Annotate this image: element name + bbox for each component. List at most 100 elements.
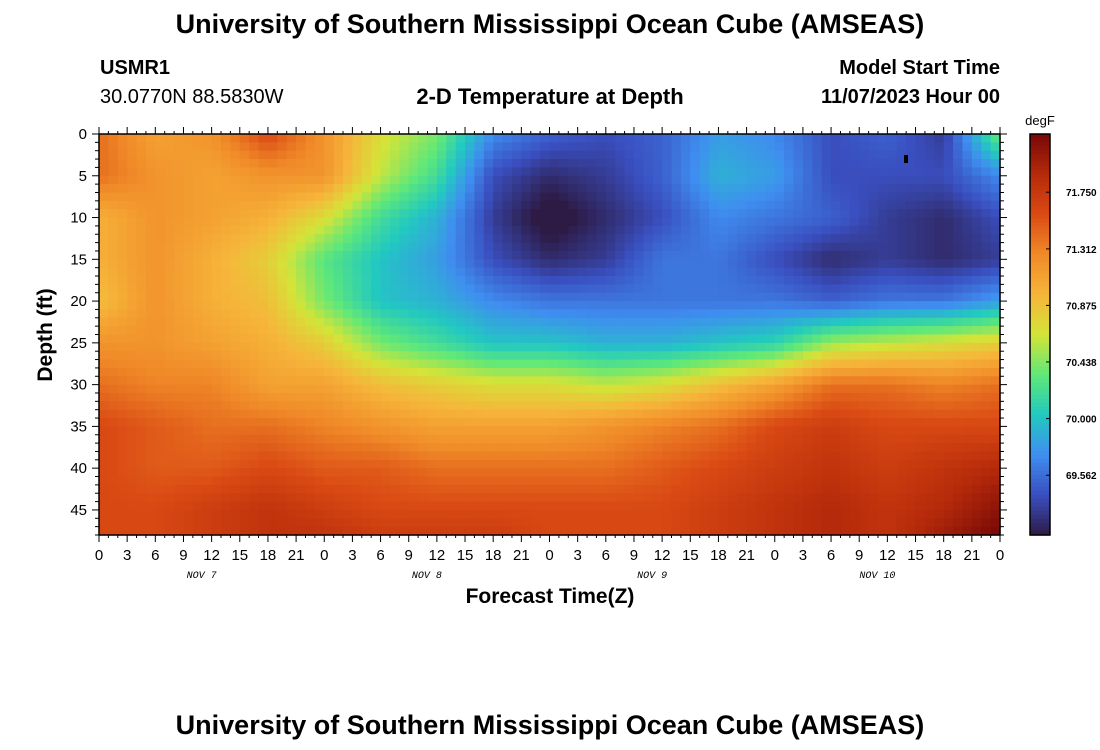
heatmap-cell xyxy=(239,225,250,235)
heatmap-cell xyxy=(352,217,363,227)
heatmap-cell xyxy=(718,175,729,185)
heatmap-cell xyxy=(812,259,823,269)
heatmap-cell xyxy=(521,509,532,519)
heatmap-cell xyxy=(418,359,429,369)
heatmap-cell xyxy=(127,342,138,352)
heatmap-cell xyxy=(812,159,823,169)
heatmap-cell xyxy=(737,459,748,469)
heatmap-cell xyxy=(680,175,691,185)
heatmap-cell xyxy=(221,367,231,377)
heatmap-cell xyxy=(155,434,166,444)
heatmap-cell xyxy=(981,401,992,411)
colorbar-segment xyxy=(1030,158,1050,163)
heatmap-cell xyxy=(343,342,354,352)
heatmap-cell xyxy=(427,184,438,194)
heatmap-cell xyxy=(746,468,757,478)
heatmap-cell xyxy=(474,159,485,169)
heatmap-cell xyxy=(680,376,691,386)
heatmap-cell xyxy=(136,443,147,453)
heatmap-cell xyxy=(709,217,720,227)
heatmap-cell xyxy=(802,159,813,169)
heatmap-cell xyxy=(174,501,185,511)
heatmap-cell xyxy=(587,392,598,402)
heatmap-cell xyxy=(943,359,954,369)
heatmap-cell xyxy=(652,209,663,219)
heatmap-cell xyxy=(915,284,926,294)
heatmap-cell xyxy=(962,409,973,419)
heatmap-cell xyxy=(587,326,598,336)
heatmap-cell xyxy=(821,418,832,427)
heatmap-cell xyxy=(436,518,447,528)
heatmap-cell xyxy=(849,234,860,244)
heatmap-cell xyxy=(859,209,870,219)
heatmap-cell xyxy=(230,509,241,519)
heatmap-cell xyxy=(540,259,551,269)
heatmap-cell xyxy=(709,451,720,461)
heatmap-cell xyxy=(333,451,344,461)
heatmap-cell xyxy=(286,209,297,219)
heatmap-cell xyxy=(239,276,250,285)
heatmap-cell xyxy=(418,134,429,143)
heatmap-cell xyxy=(849,142,860,152)
heatmap-cell xyxy=(277,509,288,519)
heatmap-cell xyxy=(502,418,513,427)
heatmap-cell xyxy=(530,142,541,152)
heatmap-cell xyxy=(239,468,250,478)
heatmap-cell xyxy=(324,367,335,377)
heatmap-cell xyxy=(577,509,588,519)
heatmap-cell xyxy=(690,259,701,269)
heatmap-cell xyxy=(389,334,400,344)
heatmap-cell xyxy=(540,292,551,302)
heatmap-cell xyxy=(446,242,457,252)
heatmap-cell xyxy=(418,259,429,269)
heatmap-cell xyxy=(868,501,879,511)
heatmap-cell xyxy=(924,200,935,210)
heatmap-cell xyxy=(821,501,832,511)
heatmap-cell xyxy=(962,392,973,402)
colorbar-segment xyxy=(1030,162,1050,167)
heatmap-cell xyxy=(802,418,813,427)
heatmap-cell xyxy=(465,326,476,336)
heatmap-cell xyxy=(521,326,532,336)
heatmap-cell xyxy=(380,376,391,386)
heatmap-cell xyxy=(821,309,832,319)
heatmap-cell xyxy=(596,359,607,369)
heatmap-cell xyxy=(108,484,119,494)
heatmap-cell xyxy=(436,476,447,486)
heatmap-cell xyxy=(436,200,447,210)
heatmap-cell xyxy=(540,284,551,294)
heatmap-cell xyxy=(380,267,391,277)
heatmap-cell xyxy=(249,209,260,219)
heatmap-cell xyxy=(258,209,269,219)
heatmap-cell xyxy=(230,184,241,194)
heatmap-cell xyxy=(465,509,476,519)
heatmap-cell xyxy=(436,409,447,419)
heatmap-cell xyxy=(962,159,973,169)
heatmap-cell xyxy=(652,217,663,227)
heatmap-cell xyxy=(192,317,203,327)
heatmap-cell xyxy=(746,509,757,519)
heatmap-cell xyxy=(934,409,945,419)
heatmap-cell xyxy=(793,468,804,478)
heatmap-cell xyxy=(530,359,541,369)
heatmap-cell xyxy=(127,234,138,244)
heatmap-cell xyxy=(943,476,954,486)
heatmap-cell xyxy=(877,192,888,202)
heatmap-cell xyxy=(680,351,691,361)
heatmap-cell xyxy=(230,209,241,219)
heatmap-cell xyxy=(521,476,532,486)
heatmap-cell xyxy=(765,426,776,436)
heatmap-cell xyxy=(774,317,785,327)
heatmap-cell xyxy=(615,401,626,411)
heatmap-cell xyxy=(380,150,391,160)
heatmap-cell xyxy=(915,443,926,453)
heatmap-cell xyxy=(643,217,654,227)
heatmap-cell xyxy=(446,384,457,394)
heatmap-cell xyxy=(605,225,616,235)
x-tick-label: 12 xyxy=(203,547,220,564)
heatmap-cell xyxy=(145,434,156,444)
heatmap-cell xyxy=(633,326,644,336)
heatmap-cell xyxy=(877,526,888,536)
heatmap-cell xyxy=(962,217,973,227)
heatmap-cell xyxy=(727,443,738,453)
